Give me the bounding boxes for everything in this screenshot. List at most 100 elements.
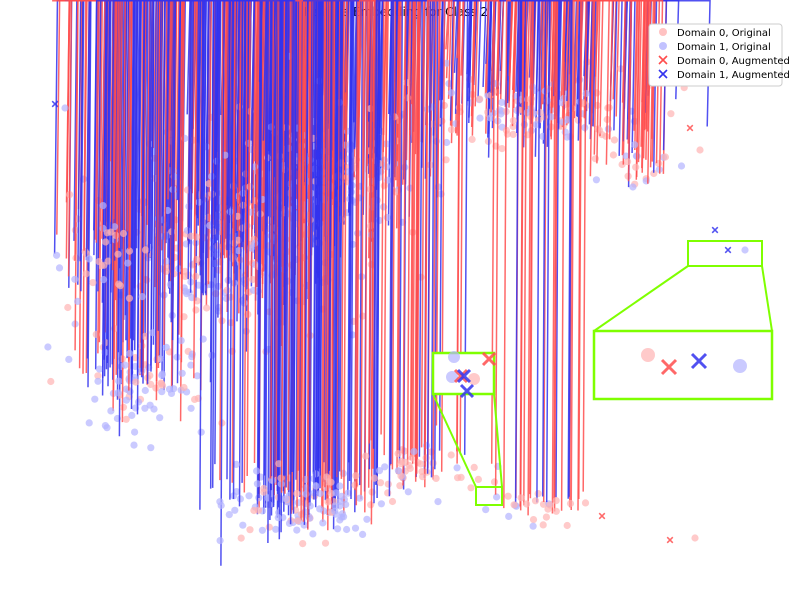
scatter-point-1607 [293, 489, 301, 498]
scatter-point-1691 [394, 467, 402, 475]
scatter-point-1255 [47, 377, 55, 386]
scatter-point-279 [249, 275, 257, 284]
scatter-point-1806 [102, 238, 110, 246]
scatter-point-1841 [741, 246, 749, 254]
scatter-point-1331 [191, 395, 199, 403]
scatter-point-1827 [110, 223, 119, 231]
scatter-point-1414 [237, 534, 245, 542]
scatter-point-1052 [447, 89, 455, 97]
scatter-point-1567 [231, 506, 239, 514]
scatter-point-932 [443, 138, 451, 147]
scatter-point-1588 [245, 492, 253, 500]
scatter-point-1615 [217, 501, 225, 510]
scatter-point-1641 [381, 463, 389, 471]
scatter-point-1794 [55, 264, 64, 272]
scatter-point-1662 [429, 459, 437, 467]
scatter-point-840 [509, 130, 517, 138]
scatter-point-1136 [509, 117, 517, 125]
scatter-point-1284 [122, 385, 130, 393]
legend-entry-0: Domain 0, Original [659, 28, 771, 39]
scatter-point-1338 [114, 389, 122, 397]
scatter-point-1633 [384, 489, 392, 497]
inset-right-point-2 [690, 352, 708, 370]
scatter-point-1611 [275, 460, 283, 468]
scatter-point-1842 [724, 246, 732, 254]
scatter-point-1570 [323, 473, 331, 481]
scatter-point-1602 [338, 492, 346, 500]
scatter-point-1362 [158, 370, 166, 378]
scatter-point-1531 [232, 460, 240, 468]
scatter-point-1031 [604, 125, 613, 133]
scatter-point-1721 [563, 521, 571, 530]
scatter-point-1761 [539, 521, 547, 529]
scatter-point-1760 [494, 0, 500, 495]
scatter-point-1073 [476, 95, 484, 103]
scatter-point-1317 [85, 419, 93, 427]
scatter-point-1546 [265, 501, 273, 509]
scatter-point-1763 [499, 0, 547, 497]
scatter-point-1659 [362, 452, 370, 460]
scatter-point-1095 [561, 128, 569, 136]
inset-center [446, 351, 497, 399]
scatter-point-1624 [316, 490, 324, 498]
scatter-point-1847 [598, 512, 606, 520]
scatter-point-1240 [94, 372, 102, 380]
scatter-point-1496 [306, 514, 314, 522]
scatter-point-1765 [552, 507, 560, 515]
scatter-point-1712 [327, 478, 335, 486]
scatter-point-1529 [300, 521, 308, 529]
scatter-point-913 [443, 59, 451, 67]
scatter-point-1660 [453, 464, 461, 472]
scatter-point-1835 [93, 0, 258, 256]
scatter-point-1745 [566, 499, 575, 508]
scatter-point-1687 [394, 450, 402, 458]
scatter-point-1623 [293, 526, 301, 534]
scatter-point-1189 [632, 163, 640, 171]
scatter-point-218 [203, 304, 211, 312]
scatter-point-1844 [691, 534, 699, 542]
scatter-point-1716 [490, 478, 499, 486]
scatter-point-890 [509, 122, 517, 131]
scatter-point-1825 [119, 229, 128, 238]
inset-right [641, 348, 747, 376]
scatter-point-1846 [61, 104, 69, 112]
scatter-point-1037 [498, 145, 506, 153]
scatter-point-1715 [424, 0, 453, 450]
scatter-point-1762 [517, 494, 525, 502]
scatter-point-1320 [149, 329, 157, 337]
scatter-point-1621 [319, 519, 327, 527]
scatter-point-1314 [44, 343, 52, 351]
scatter-point-1323 [197, 428, 205, 436]
scatter-point-1627 [312, 482, 320, 490]
scatter-point-1758 [505, 512, 513, 521]
scatter-point-1706 [397, 460, 405, 468]
scatter-point-1523 [258, 526, 266, 534]
scatter-point-1643 [470, 463, 478, 471]
scatter-point-1293 [131, 428, 139, 436]
scatter-point-1185 [631, 141, 639, 149]
scatter-point-1377 [225, 510, 233, 519]
scatter-point-1610 [331, 502, 339, 510]
scatter-point-914 [610, 136, 619, 144]
legend-entry-1: Domain 1, Original [659, 42, 771, 53]
scatter-point-1359 [132, 378, 140, 386]
scatter-point-1747 [504, 492, 512, 500]
scatter-point-1417 [384, 480, 392, 488]
scatter-point-1354 [165, 385, 174, 393]
scatter-point-1296 [141, 404, 149, 412]
scatter-point-1843 [666, 536, 674, 544]
scatter-point-1805 [125, 247, 134, 255]
scatter-point-1229 [65, 355, 73, 363]
scatter-point-1384 [272, 525, 280, 533]
scatter-point-1299 [187, 404, 195, 412]
scatter-point-1694 [467, 484, 475, 492]
scatter-point-1803 [138, 293, 146, 301]
scatter-point-1333 [107, 407, 115, 415]
scatter-point-1430 [404, 488, 412, 496]
scatter-point-1625 [294, 517, 302, 525]
scatter-point-1821 [99, 202, 107, 210]
scatter-point-1845 [51, 100, 59, 108]
scatter-point-1837 [85, 255, 93, 263]
legend-entry-3: Domain 1, Augmented [658, 69, 790, 81]
scatter-point-1671 [422, 441, 431, 449]
